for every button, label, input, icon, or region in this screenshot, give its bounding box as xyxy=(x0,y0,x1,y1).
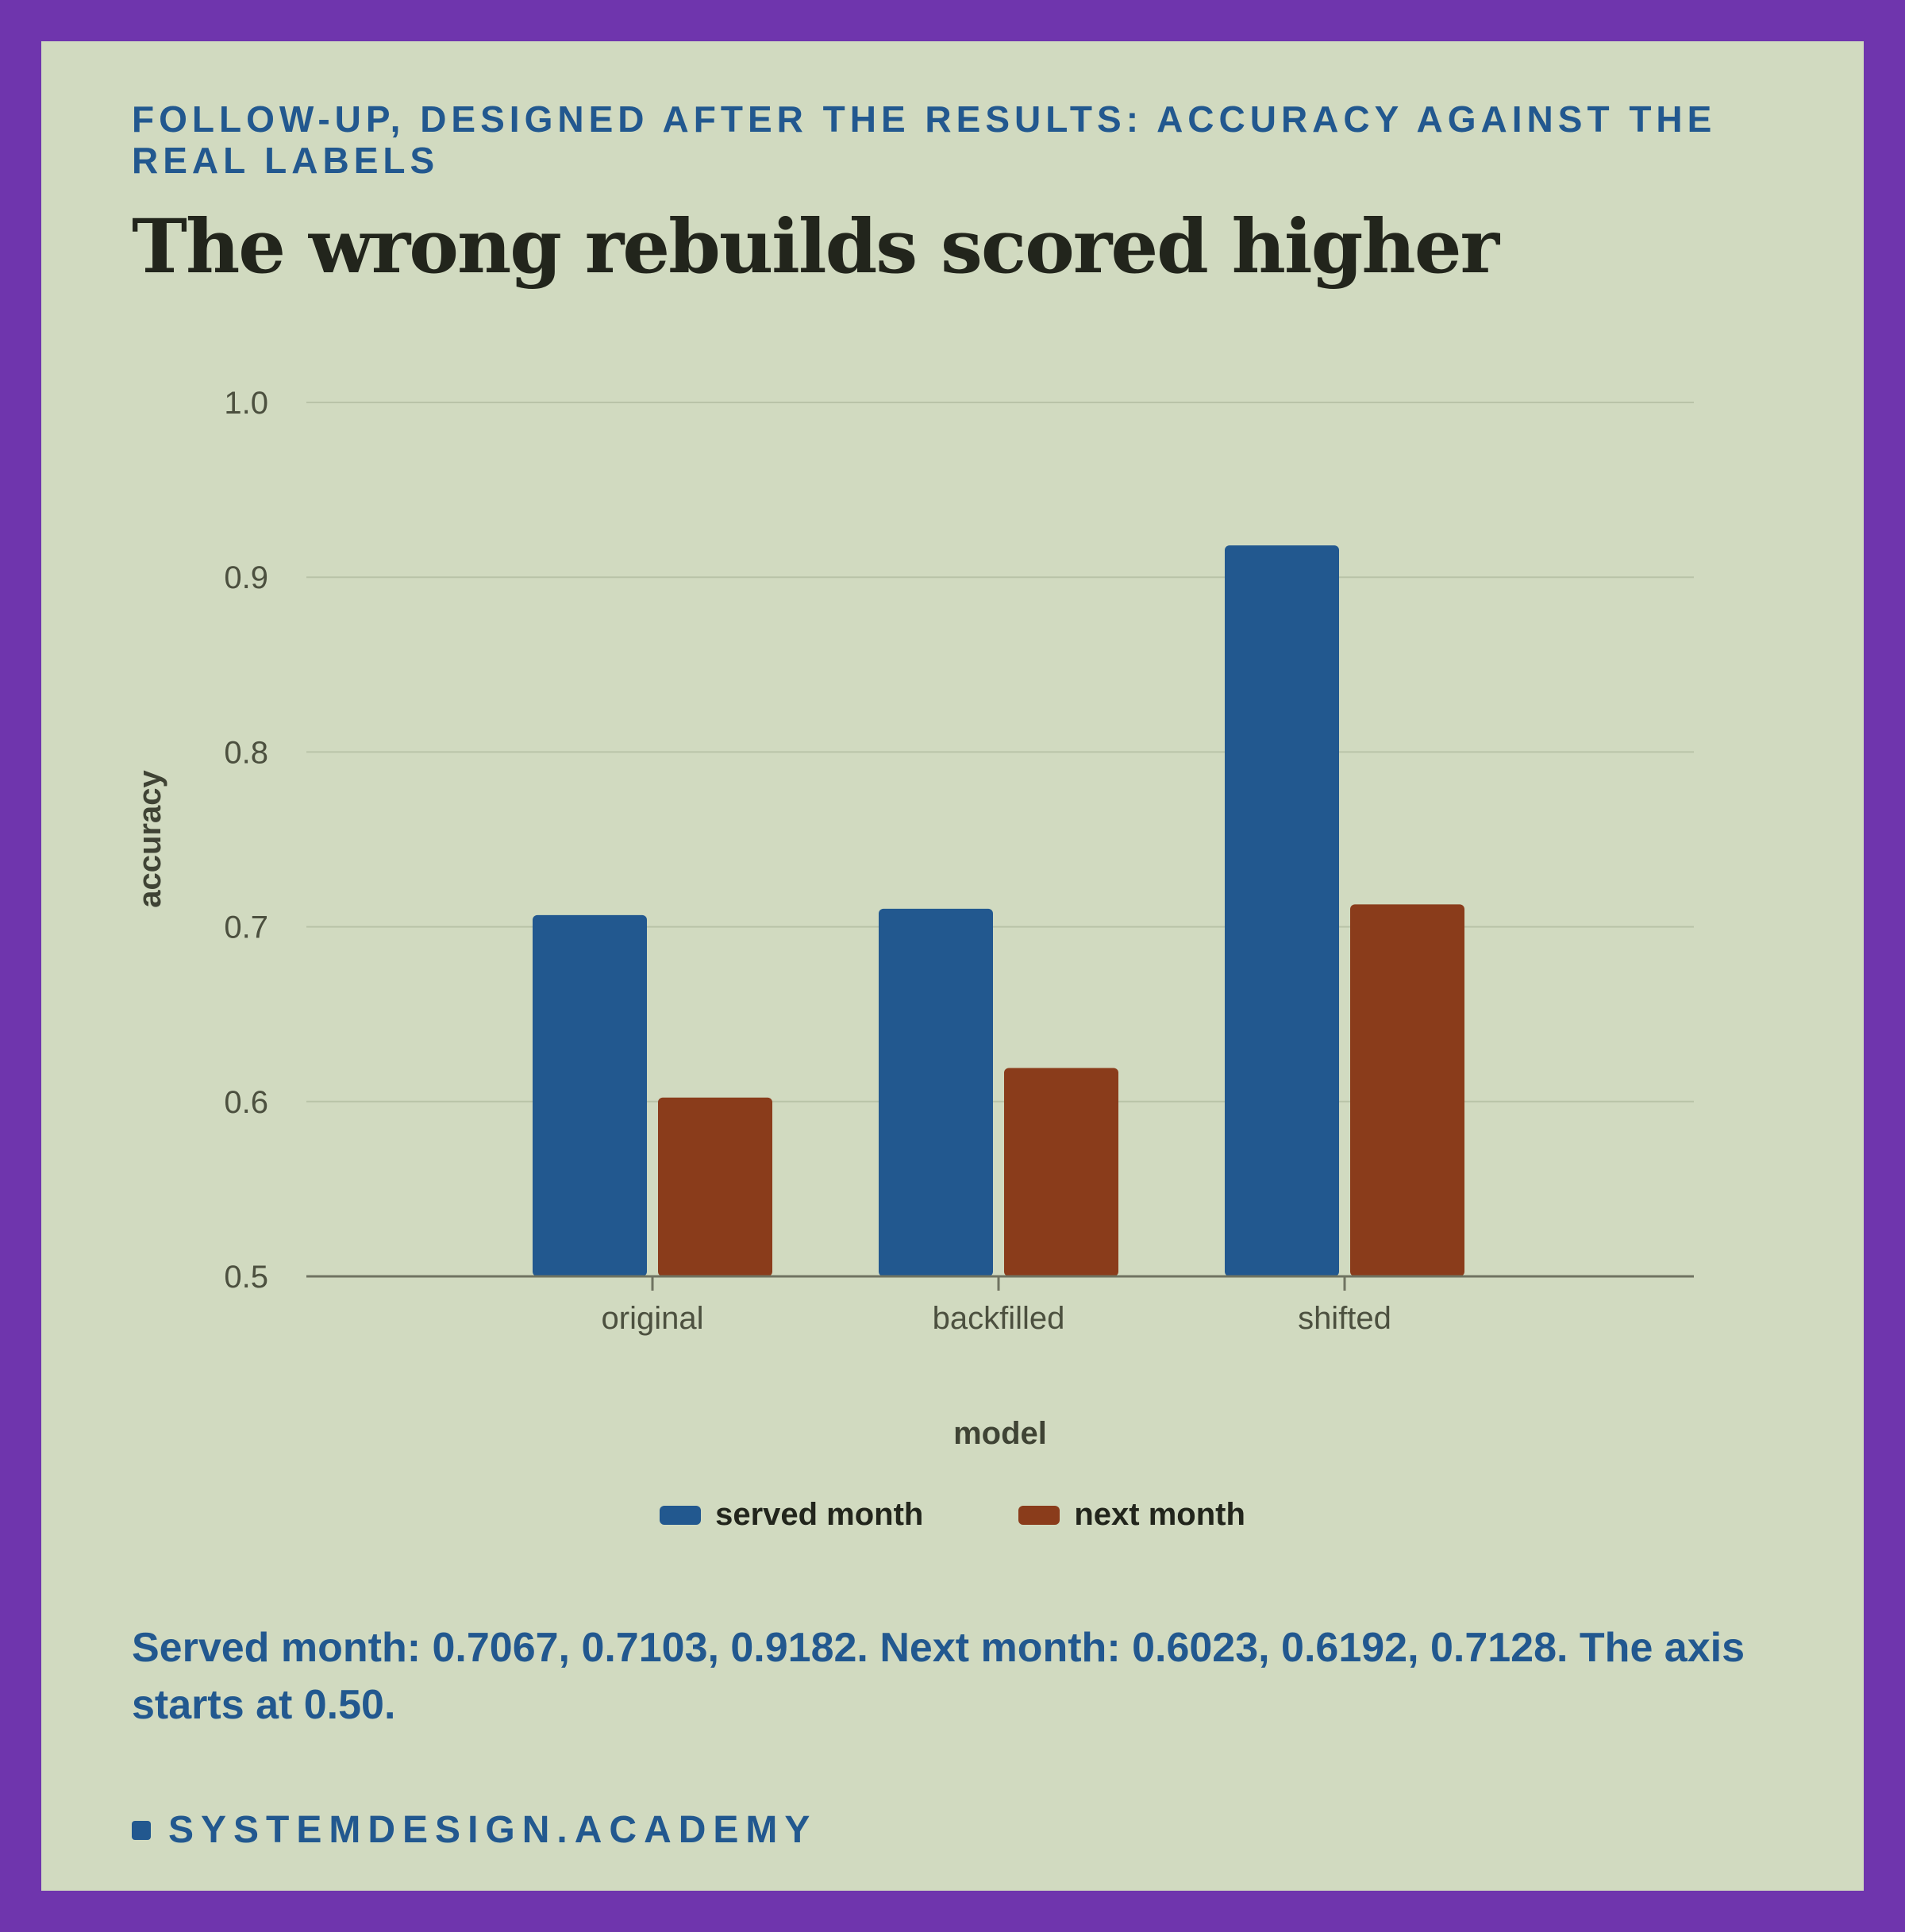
bar-served-shifted xyxy=(1225,545,1339,1276)
chart-kicker: FOLLOW-UP, DESIGNED AFTER THE RESULTS: A… xyxy=(132,98,1717,181)
legend-swatch-next xyxy=(1018,1505,1060,1525)
y-tick-label: 0.8 xyxy=(224,735,268,770)
chart-legend: served month next month xyxy=(41,1497,1864,1533)
bar-chart: 0.5 0.6 0.7 0.8 0.9 1.0 original backfilled shif… xyxy=(133,386,1694,1451)
brand-square-icon xyxy=(132,1820,151,1840)
brand-footer: SYSTEMDESIGN.ACADEMY xyxy=(132,1808,817,1852)
bar-next-original xyxy=(658,1097,772,1276)
legend-label-next: next month xyxy=(1074,1497,1245,1532)
axes: 0.5 0.6 0.7 0.8 0.9 1.0 original backfilled shif… xyxy=(224,386,1694,1336)
chart-title: The wrong rebuilds scored higher xyxy=(132,203,1499,291)
x-tick-label: original xyxy=(602,1301,704,1336)
legend-label-served: served month xyxy=(715,1497,924,1532)
x-tick-label: backfilled xyxy=(933,1301,1065,1336)
y-tick-label: 0.9 xyxy=(224,560,268,595)
bar-next-backfilled xyxy=(1004,1068,1118,1276)
y-axis-title: accuracy xyxy=(133,770,167,908)
bar-served-original xyxy=(533,914,647,1276)
chart-caption: Served month: 0.7067, 0.7103, 0.9182. Ne… xyxy=(132,1625,1745,1728)
x-axis-title: model xyxy=(953,1416,1047,1451)
legend-item-served: served month xyxy=(660,1497,923,1533)
bar-next-shifted xyxy=(1350,904,1464,1276)
bar-served-backfilled xyxy=(879,908,993,1276)
legend-item-next: next month xyxy=(1018,1497,1245,1533)
brand-name: SYSTEMDESIGN.ACADEMY xyxy=(168,1809,818,1851)
chart-card: FOLLOW-UP, DESIGNED AFTER THE RESULTS: A… xyxy=(41,41,1864,1891)
gridlines xyxy=(306,402,1694,1103)
y-tick-label: 0.6 xyxy=(224,1085,268,1120)
legend-swatch-served xyxy=(660,1505,702,1525)
x-tick-label: shifted xyxy=(1298,1301,1391,1336)
y-tick-label: 1.0 xyxy=(224,386,268,421)
y-tick-label: 0.7 xyxy=(224,910,268,945)
y-tick-label: 0.5 xyxy=(224,1260,268,1295)
bars xyxy=(533,545,1464,1276)
